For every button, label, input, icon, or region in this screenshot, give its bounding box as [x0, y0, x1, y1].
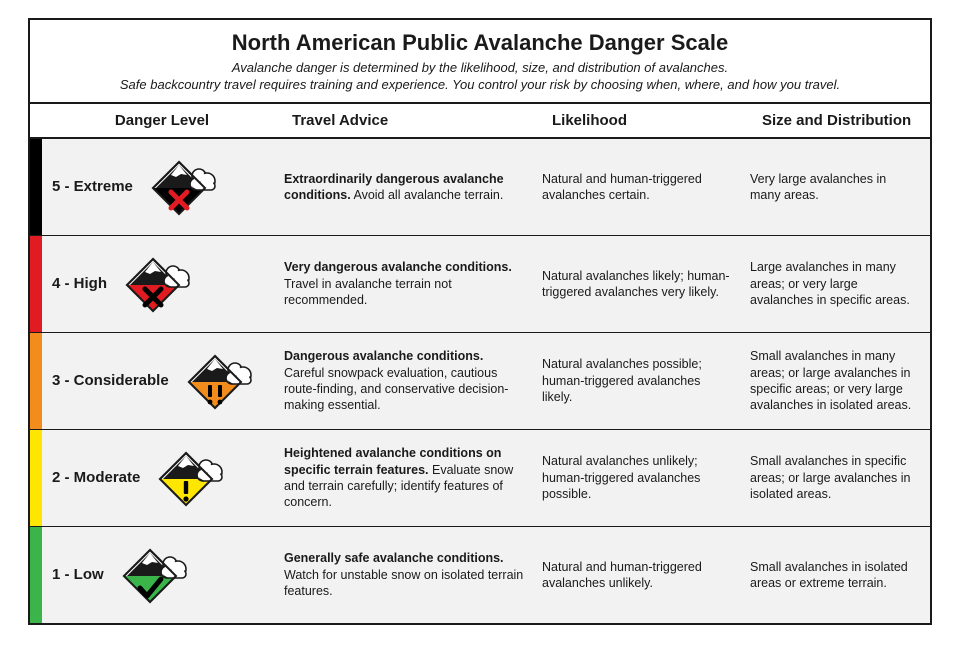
color-stripe	[30, 333, 42, 429]
danger-row-4: 4 - High	[30, 236, 930, 333]
travel-advice: Very dangerous avalanche conditions. Tra…	[278, 236, 536, 332]
danger-level-label: 3 - Considerable	[52, 372, 169, 389]
danger-icon	[117, 249, 197, 319]
col-header-level: Danger Level	[42, 104, 282, 137]
size-distribution-text: Large avalanches in many areas; or very …	[744, 236, 930, 332]
subtitle-line-1: Avalanche danger is determined by the li…	[50, 60, 910, 77]
danger-level-label: 4 - High	[52, 275, 107, 292]
color-stripe	[30, 430, 42, 526]
danger-icon	[150, 443, 230, 513]
title: North American Public Avalanche Danger S…	[50, 30, 910, 56]
danger-level-label: 2 - Moderate	[52, 469, 140, 486]
header: North American Public Avalanche Danger S…	[30, 20, 930, 102]
col-header-size: Size and Distribution	[752, 104, 930, 137]
size-distribution-text: Small avalanches in many areas; or large…	[744, 333, 930, 429]
col-header-likelihood: Likelihood	[542, 104, 752, 137]
danger-icon	[179, 346, 259, 416]
danger-row-1: 1 - Low Generally safe avalanche conditi	[30, 527, 930, 623]
travel-advice: Generally safe avalanche conditions. Wat…	[278, 527, 536, 623]
danger-row-3: 3 - Considerable	[30, 333, 930, 430]
travel-advice: Heightened avalanche conditions on speci…	[278, 430, 536, 526]
column-headers: Danger Level Travel Advice Likelihood Si…	[30, 102, 930, 139]
subtitle-line-2: Safe backcountry travel requires trainin…	[50, 77, 910, 94]
danger-level-label: 1 - Low	[52, 566, 104, 583]
danger-row-2: 2 - Moderate	[30, 430, 930, 527]
danger-row-5: 5 - Extreme	[30, 139, 930, 236]
col-header-advice: Travel Advice	[282, 104, 542, 137]
color-stripe	[30, 139, 42, 235]
likelihood-text: Natural and human-triggered avalanches c…	[536, 139, 744, 235]
likelihood-text: Natural avalanches likely; human-trigger…	[536, 236, 744, 332]
danger-icon	[143, 152, 223, 222]
danger-level-label: 5 - Extreme	[52, 178, 133, 195]
color-stripe	[30, 527, 42, 623]
avalanche-scale-card: North American Public Avalanche Danger S…	[28, 18, 932, 625]
color-stripe	[30, 236, 42, 332]
size-distribution-text: Small avalanches in specific areas; or l…	[744, 430, 930, 526]
danger-icon	[114, 540, 194, 610]
travel-advice: Dangerous avalanche conditions. Careful …	[278, 333, 536, 429]
rows-container: 5 - Extreme	[30, 139, 930, 623]
likelihood-text: Natural avalanches possible; human-trigg…	[536, 333, 744, 429]
travel-advice: Extraordinarily dangerous avalanche cond…	[278, 139, 536, 235]
size-distribution-text: Small avalanches in isolated areas or ex…	[744, 527, 930, 623]
likelihood-text: Natural and human-triggered avalanches u…	[536, 527, 744, 623]
likelihood-text: Natural avalanches unlikely; human-trigg…	[536, 430, 744, 526]
size-distribution-text: Very large avalanches in many areas.	[744, 139, 930, 235]
